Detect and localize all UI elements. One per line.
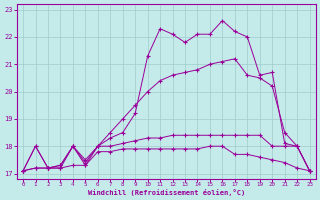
X-axis label: Windchill (Refroidissement éolien,°C): Windchill (Refroidissement éolien,°C): [88, 189, 245, 196]
